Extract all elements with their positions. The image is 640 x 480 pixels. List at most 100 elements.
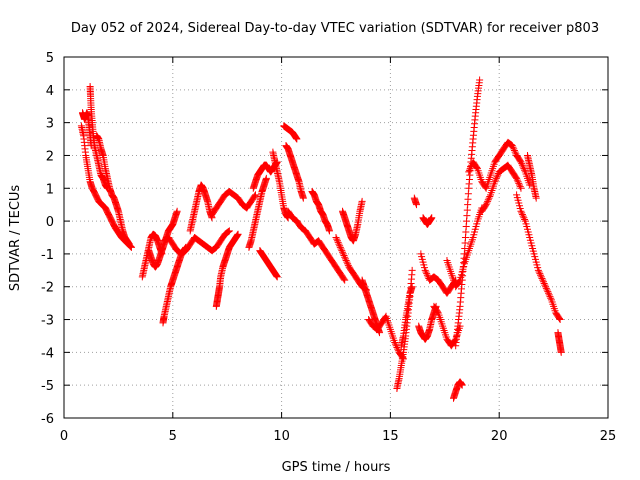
data-point [518, 161, 526, 169]
data-point [394, 345, 402, 353]
data-point [510, 147, 518, 155]
plot-frame [63, 56, 609, 419]
data-point [539, 276, 547, 284]
data-point [514, 178, 522, 186]
data-point [537, 271, 545, 279]
data-point [341, 276, 349, 284]
data-point [542, 283, 550, 291]
data-point [391, 339, 399, 347]
data-point [518, 211, 526, 219]
data-point [342, 256, 350, 264]
data-point [545, 291, 553, 299]
data-point [517, 158, 525, 166]
x-tick-label: 10 [273, 429, 290, 444]
data-point [224, 228, 232, 236]
data-point [534, 266, 542, 274]
data-point [486, 192, 494, 200]
data-point [536, 270, 544, 278]
data-point [544, 288, 552, 296]
data-point [391, 340, 399, 348]
data-point [520, 165, 528, 173]
data-point [262, 174, 270, 182]
data-point [518, 160, 526, 168]
data-point [408, 266, 416, 274]
data-point [332, 234, 340, 241]
data-point [423, 270, 431, 278]
data-point [339, 250, 347, 258]
data-point [358, 197, 366, 205]
data-point [341, 255, 349, 263]
data-point [458, 381, 466, 389]
data-point [537, 273, 545, 281]
x-axis-label: GPS time / hours [282, 460, 391, 475]
data-point [509, 143, 517, 151]
data-point [344, 260, 352, 268]
data-point [336, 243, 344, 251]
y-tick-label: -5 [41, 379, 54, 394]
data-point [422, 268, 430, 276]
data-points [77, 76, 565, 402]
data-point [532, 194, 540, 202]
data-point [543, 286, 551, 294]
data-point [541, 281, 549, 289]
data-point [518, 209, 526, 217]
data-point [299, 194, 307, 202]
data-point [336, 242, 344, 250]
x-tick-label: 15 [382, 429, 399, 444]
data-point [493, 173, 501, 181]
data-point [513, 174, 521, 182]
chart-title: Day 052 of 2024, Sidereal Day-to-day VTE… [71, 21, 599, 36]
data-point [467, 163, 475, 171]
data-point [434, 308, 442, 316]
data-point [526, 181, 534, 189]
data-point [520, 214, 528, 222]
data-point [225, 227, 233, 235]
y-tick-label: 3 [46, 117, 54, 132]
data-point [273, 273, 281, 281]
x-tick-label: 20 [491, 429, 508, 444]
y-tick-label: 4 [46, 84, 54, 99]
data-point [510, 145, 518, 153]
y-tick-label: 1 [46, 182, 54, 197]
data-point [343, 258, 351, 266]
data-point [340, 252, 348, 260]
data-point [494, 171, 502, 179]
data-point [473, 163, 481, 171]
data-point [542, 284, 550, 292]
data-point [517, 184, 525, 192]
data-point [515, 179, 523, 187]
data-point [293, 135, 301, 143]
data-point [339, 248, 347, 256]
data-point [466, 165, 474, 173]
data-point [335, 240, 343, 248]
data-point [516, 181, 524, 189]
data-point [519, 163, 527, 171]
data-point [511, 148, 519, 156]
data-point [421, 266, 429, 274]
y-tick-label: -2 [41, 281, 54, 296]
y-tick-label: 0 [46, 215, 54, 230]
data-point [555, 314, 563, 322]
data-point [538, 275, 546, 283]
data-point [465, 166, 473, 174]
axis-ticks: 0 5 10 15 20 25 -6 -5 -4 -3 -2 -1 0 1 2 3 4 5 [41, 51, 616, 444]
y-tick-label: -3 [41, 314, 54, 329]
data-point [455, 277, 463, 285]
x-tick-label: 25 [600, 429, 617, 444]
data-point [173, 207, 181, 215]
data-point [333, 237, 341, 245]
data-point [508, 142, 516, 150]
data-point [491, 178, 499, 186]
data-point [340, 275, 348, 283]
data-point [535, 268, 543, 276]
data-point [423, 271, 431, 279]
data-point [539, 278, 547, 286]
y-tick-label: 2 [46, 149, 54, 164]
data-point [225, 227, 233, 235]
data-point [557, 348, 565, 356]
data-point [393, 343, 401, 351]
data-point [546, 293, 554, 301]
data-point [337, 245, 345, 253]
data-point [476, 76, 484, 84]
data-point [483, 199, 491, 207]
